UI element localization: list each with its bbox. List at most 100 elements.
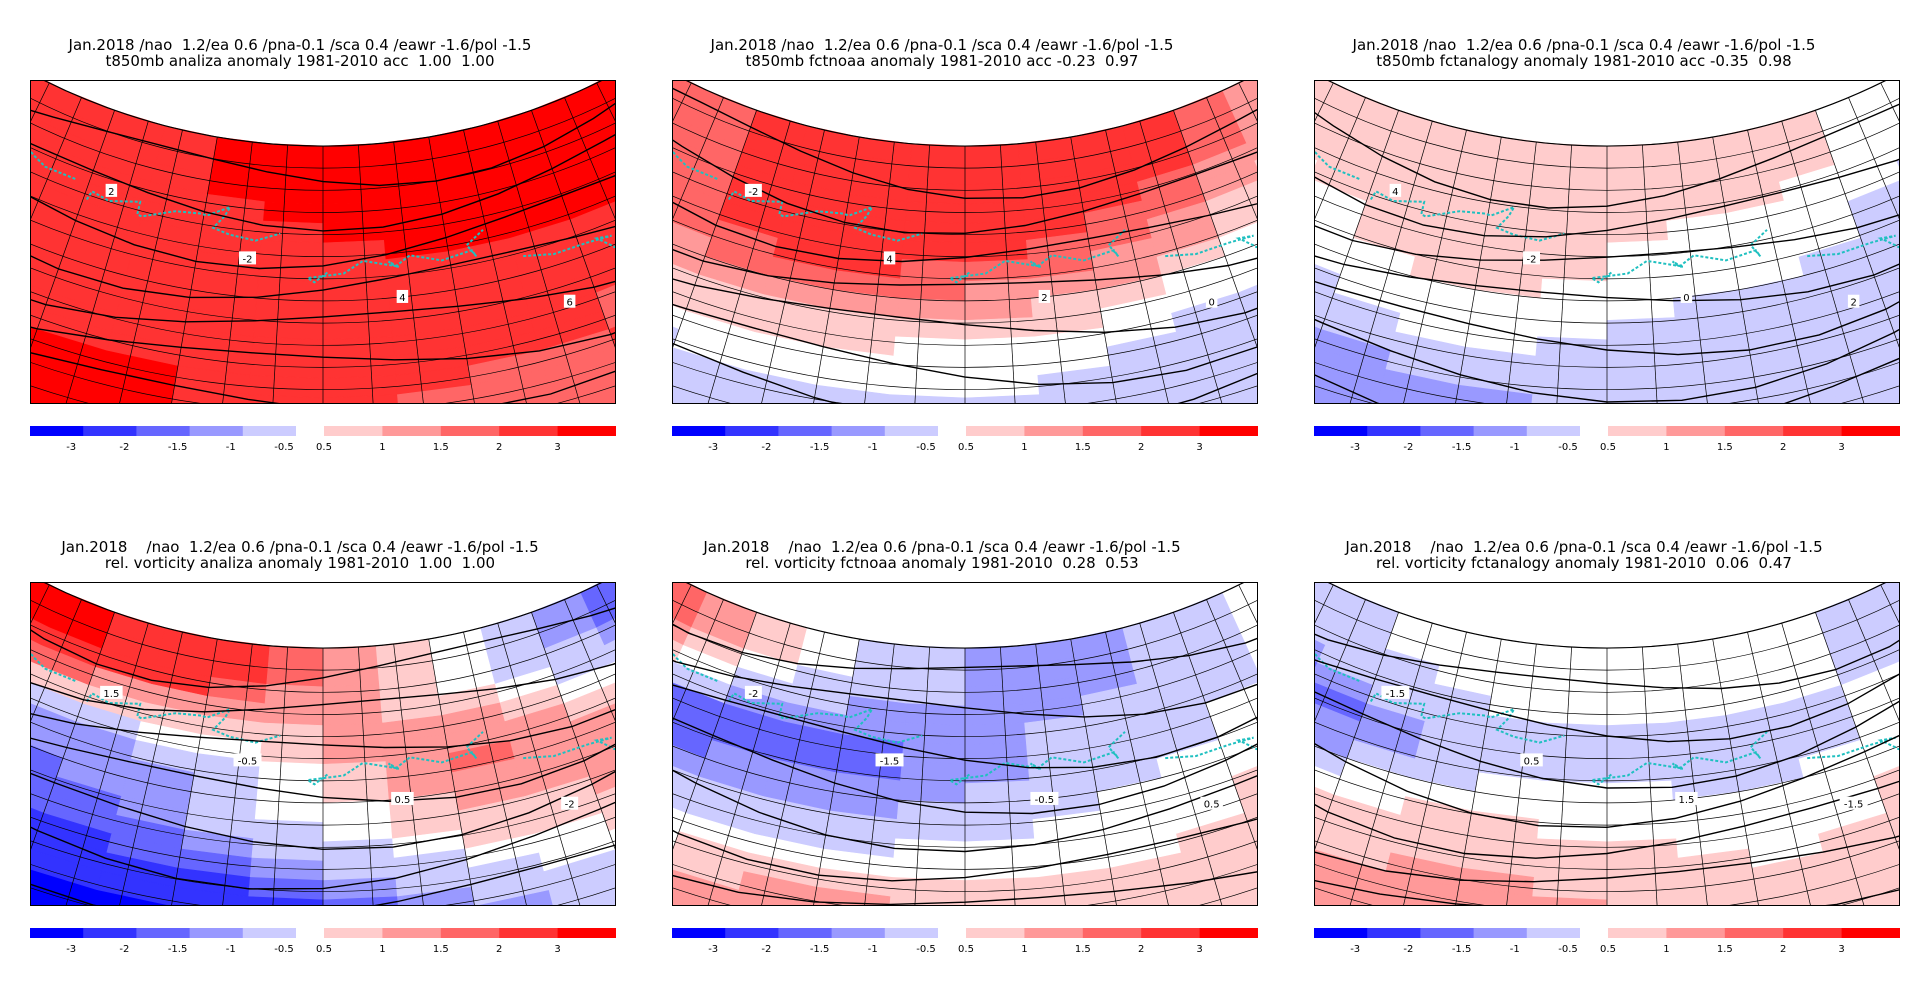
colorbar-swatch [324,928,383,938]
meridian-line [1712,638,1759,905]
meridian-line [1455,638,1502,905]
contour-label: -2 [748,187,758,198]
contour-group [31,607,615,905]
contour-label-bg [1839,796,1868,810]
colorbar-label: -1 [226,442,236,453]
map-frame: 32-2462 [30,80,616,404]
meridian-line [864,643,895,905]
colorbar-label: 3 [1838,944,1844,955]
anomaly-cell [903,722,966,746]
colorbar-swatch [1314,928,1368,938]
latlon-grid [673,583,1257,905]
contour-line [1315,835,1899,883]
meridian-line [761,631,825,905]
contour-label: 0 [1683,293,1689,304]
colorbar-swatch [30,928,84,938]
contour-label-bg [744,685,762,699]
meridian-line [272,646,288,905]
meridian-line [1677,141,1708,403]
colorbar-label: -2 [119,442,129,453]
colorbar-label: 3 [1196,442,1202,453]
contour-label-bg [1389,183,1402,197]
colorbar-swatch [778,928,833,938]
colorbar-label: 1 [379,442,385,453]
meridian-line [222,141,253,403]
anomaly-cell [1606,877,1682,901]
colorbar-swatch [884,426,939,436]
anomaly-cell [734,387,809,403]
anomaly-cell [1832,367,1899,403]
anomaly-cell [538,329,615,370]
colorbar-svg: -3 -2 -1.5 -1 -0.5 0.5 1 1.5 2 3 [30,928,616,955]
colorbar-swatch [296,928,324,938]
colorbar-label: -2 [761,442,771,453]
map-frame: -3-24201 [672,80,1258,404]
colorbar-svg: -3 -2 -1.5 -1 -0.5 0.5 1 1.5 2 3 [1314,426,1900,453]
meridian-line [1105,631,1169,905]
colorbar-swatch [557,426,616,436]
contour-label-bg [239,251,257,265]
colorbar-label: -2 [761,944,771,955]
anomaly-map: -3-2-1.5-0.50.53 [673,583,1257,905]
meridian-line [1105,129,1169,403]
contour-label-bg [1200,796,1223,810]
contour-line [1315,255,1899,302]
colorbar-swatch [242,928,297,938]
panel-title-line1: Jan.2018 /nao 1.2/ea 0.6 /pna-0.1 /sca 0… [68,36,532,54]
meridian-line [1506,141,1537,403]
colorbar-swatch [966,426,1025,436]
anomaly-cell [1850,387,1899,403]
map-frame: -24-2021 [1314,80,1900,404]
colorbar-swatch [1473,426,1528,436]
colorbar-label: -0.5 [1558,442,1578,453]
coastline [304,731,484,786]
colorbar-label: 2 [496,944,502,955]
contour-line [31,102,615,187]
contour-label-bg [1520,753,1543,767]
colorbar-swatch [938,426,966,436]
map-panel-6: Jan.2018 /nao 1.2/ea 0.6 /pna-0.1 /sca 0… [1284,540,1900,980]
anomaly-shading [31,583,615,905]
anomaly-cell [254,799,324,823]
colorbar-label: -3 [66,944,76,955]
map-sector-outline [44,81,602,147]
colorbar-label: 1.5 [433,944,449,955]
anomaly-cell [1254,661,1257,669]
contour-line [1315,734,1899,829]
contour-label: -2 [243,254,253,265]
anomaly-map: -3-24201 [673,81,1257,403]
panel-title-line2: rel. vorticity fctanalogy anomaly 1981-2… [1376,554,1792,572]
anomaly-cell [1864,81,1899,109]
anomaly-cell [1230,596,1257,629]
anomaly-cell [1548,182,1608,205]
colorbar-label: 0.5 [958,442,974,453]
anomaly-cell [1538,799,1608,823]
colorbar-label: -0.5 [1558,944,1578,955]
colorbar-swatch [1473,928,1528,938]
anomaly-cell [1230,94,1257,127]
colorbar-label: -1 [868,442,878,453]
anomaly-cell [322,297,392,321]
colorbar-label: 2 [1138,944,1144,955]
anomaly-cell [964,336,1037,360]
coastline-group [1315,150,1899,284]
anomaly-cell [1543,741,1608,765]
contour-label: 1.5 [1678,795,1694,806]
contour-line [31,737,615,803]
meridian-line [1642,646,1658,905]
contour-line [1315,780,1899,859]
meridian-line [428,136,475,403]
contour-label-bg [563,294,576,308]
coastline [85,189,281,242]
contour-label-bg [1680,289,1693,303]
contour-label: -0.5 [1035,795,1055,806]
colorbar-label: 3 [554,944,560,955]
contour-line [31,662,615,713]
colorbar-swatch [1420,426,1475,436]
anomaly-cell [259,741,324,765]
colorbar-swatch [1199,928,1258,938]
meridian-line [222,643,253,905]
contour-line [1315,103,1899,209]
colorbar-label: -2 [1403,944,1413,955]
map-sector-outline [1328,583,1886,649]
